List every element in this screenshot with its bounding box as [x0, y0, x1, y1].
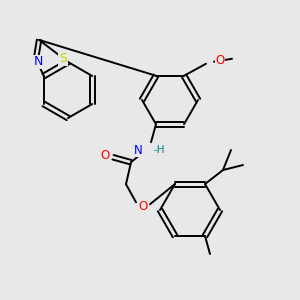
Text: S: S: [59, 52, 67, 65]
Text: O: O: [138, 200, 148, 213]
Text: -H: -H: [153, 145, 164, 155]
Text: N: N: [33, 55, 43, 68]
Text: N: N: [134, 144, 143, 157]
Text: O: O: [100, 149, 109, 162]
Text: O: O: [215, 54, 225, 67]
